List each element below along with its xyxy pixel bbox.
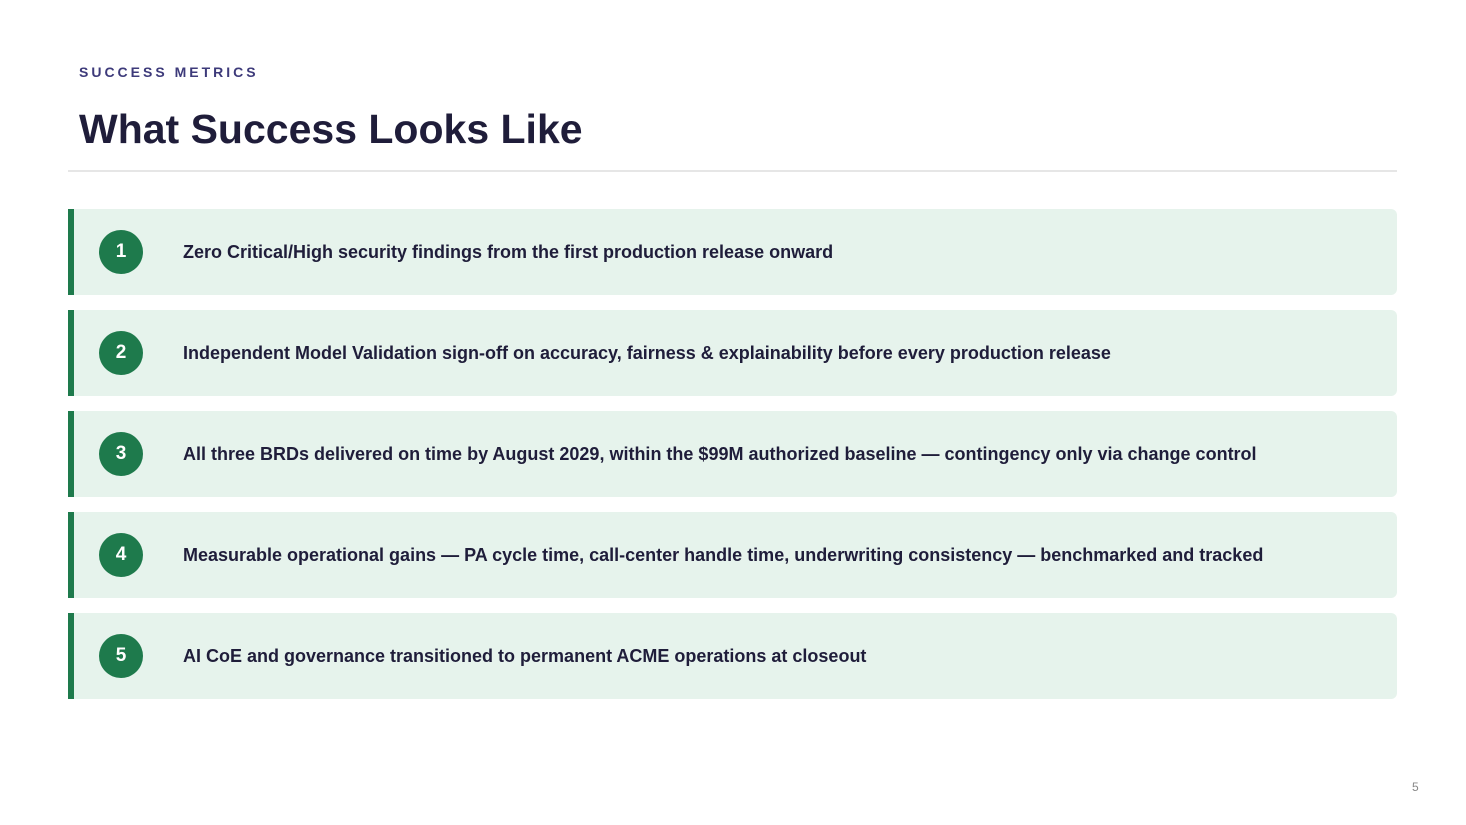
metrics-list: 1 Zero Critical/High security findings fr… [68,209,1397,714]
metric-row: 5 AI CoE and governance transitioned to p… [68,613,1397,699]
metric-text: AI CoE and governance transitioned to pe… [183,645,867,666]
divider [68,170,1397,172]
metric-row: 3 All three BRDs delivered on time by Aug… [68,411,1397,497]
page-number: 5 [1412,780,1419,794]
metric-number: 1 [99,230,143,274]
slide-title: What Success Looks Like [79,106,583,152]
metric-text: Zero Critical/High security findings fro… [183,241,834,262]
metric-text: Independent Model Validation sign-off on… [183,342,1111,363]
metric-number: 2 [99,331,143,375]
metric-text: Measurable operational gains — PA cycle … [183,544,1264,565]
metric-row: 1 Zero Critical/High security findings fr… [68,209,1397,295]
metric-number: 3 [99,432,143,476]
metric-number: 5 [99,634,143,678]
metric-text: All three BRDs delivered on time by Augu… [183,443,1257,464]
metric-row: 4 Measurable operational gains — PA cycle… [68,512,1397,598]
eyebrow: SUCCESS METRICS [79,64,259,80]
metric-number: 4 [99,533,143,577]
metric-row: 2 Independent Model Validation sign-off o… [68,310,1397,396]
